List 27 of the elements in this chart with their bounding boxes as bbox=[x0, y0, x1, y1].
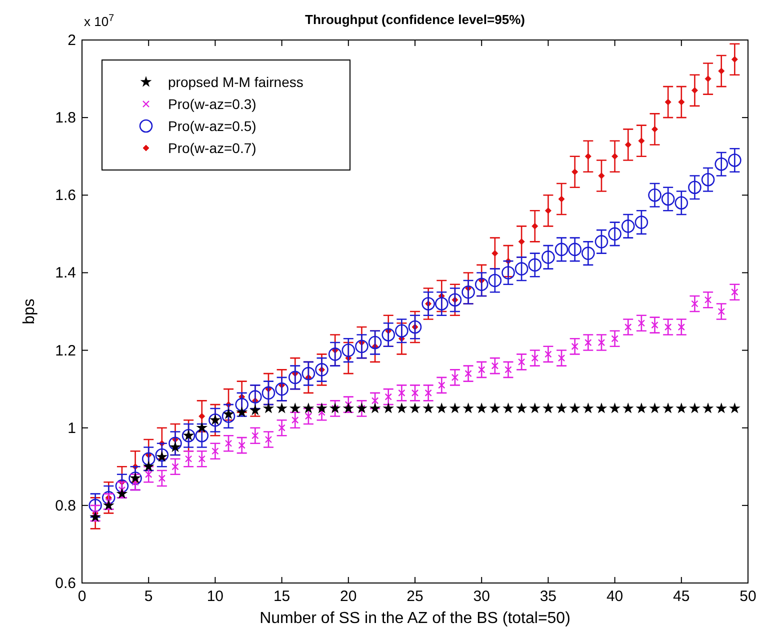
text: x 10$^{7}$ bbox=[84, 12, 114, 29]
x-tick-label: 45 bbox=[673, 588, 690, 605]
x-tick-label: 30 bbox=[473, 588, 490, 605]
x-tick-label: 20 bbox=[340, 588, 357, 605]
y-tick-label: 1.4 bbox=[55, 264, 76, 282]
chart-title: Throughput (confidence level=95%) bbox=[305, 12, 525, 27]
y-tick-label: 1 bbox=[68, 420, 76, 437]
legend-label: propsed M-M fairness bbox=[168, 74, 304, 90]
legend-label: Pro(w-az=0.7) bbox=[168, 140, 256, 156]
x-axis-title: Number of SS in the AZ of the BS (total=50) bbox=[260, 610, 570, 627]
x-tick-label: 25 bbox=[406, 588, 424, 605]
legend-label: Pro(w-az=0.5) bbox=[168, 118, 256, 134]
x-tick-label: 5 bbox=[144, 588, 153, 605]
y-tick-label: 2 bbox=[68, 32, 76, 49]
x-tick-label: 35 bbox=[540, 588, 557, 605]
x-tick-label: 50 bbox=[740, 588, 756, 605]
x-tick-label: 0 bbox=[78, 588, 86, 605]
y-axis-title: bps bbox=[21, 298, 38, 324]
y-tick-label: 1.2 bbox=[55, 342, 76, 360]
y-tick-label: 1.8 bbox=[55, 110, 76, 127]
x-tick-label: 15 bbox=[273, 588, 290, 605]
y-tick-label: 0.6 bbox=[55, 575, 76, 592]
x-tick-label: 10 bbox=[206, 588, 224, 605]
legend-label: Pro(w-az=0.3) bbox=[168, 96, 256, 112]
x-tick-label: 40 bbox=[606, 588, 624, 605]
y-tick-label: 0.8 bbox=[55, 497, 76, 514]
y-tick-label: 1.6 bbox=[55, 187, 76, 204]
